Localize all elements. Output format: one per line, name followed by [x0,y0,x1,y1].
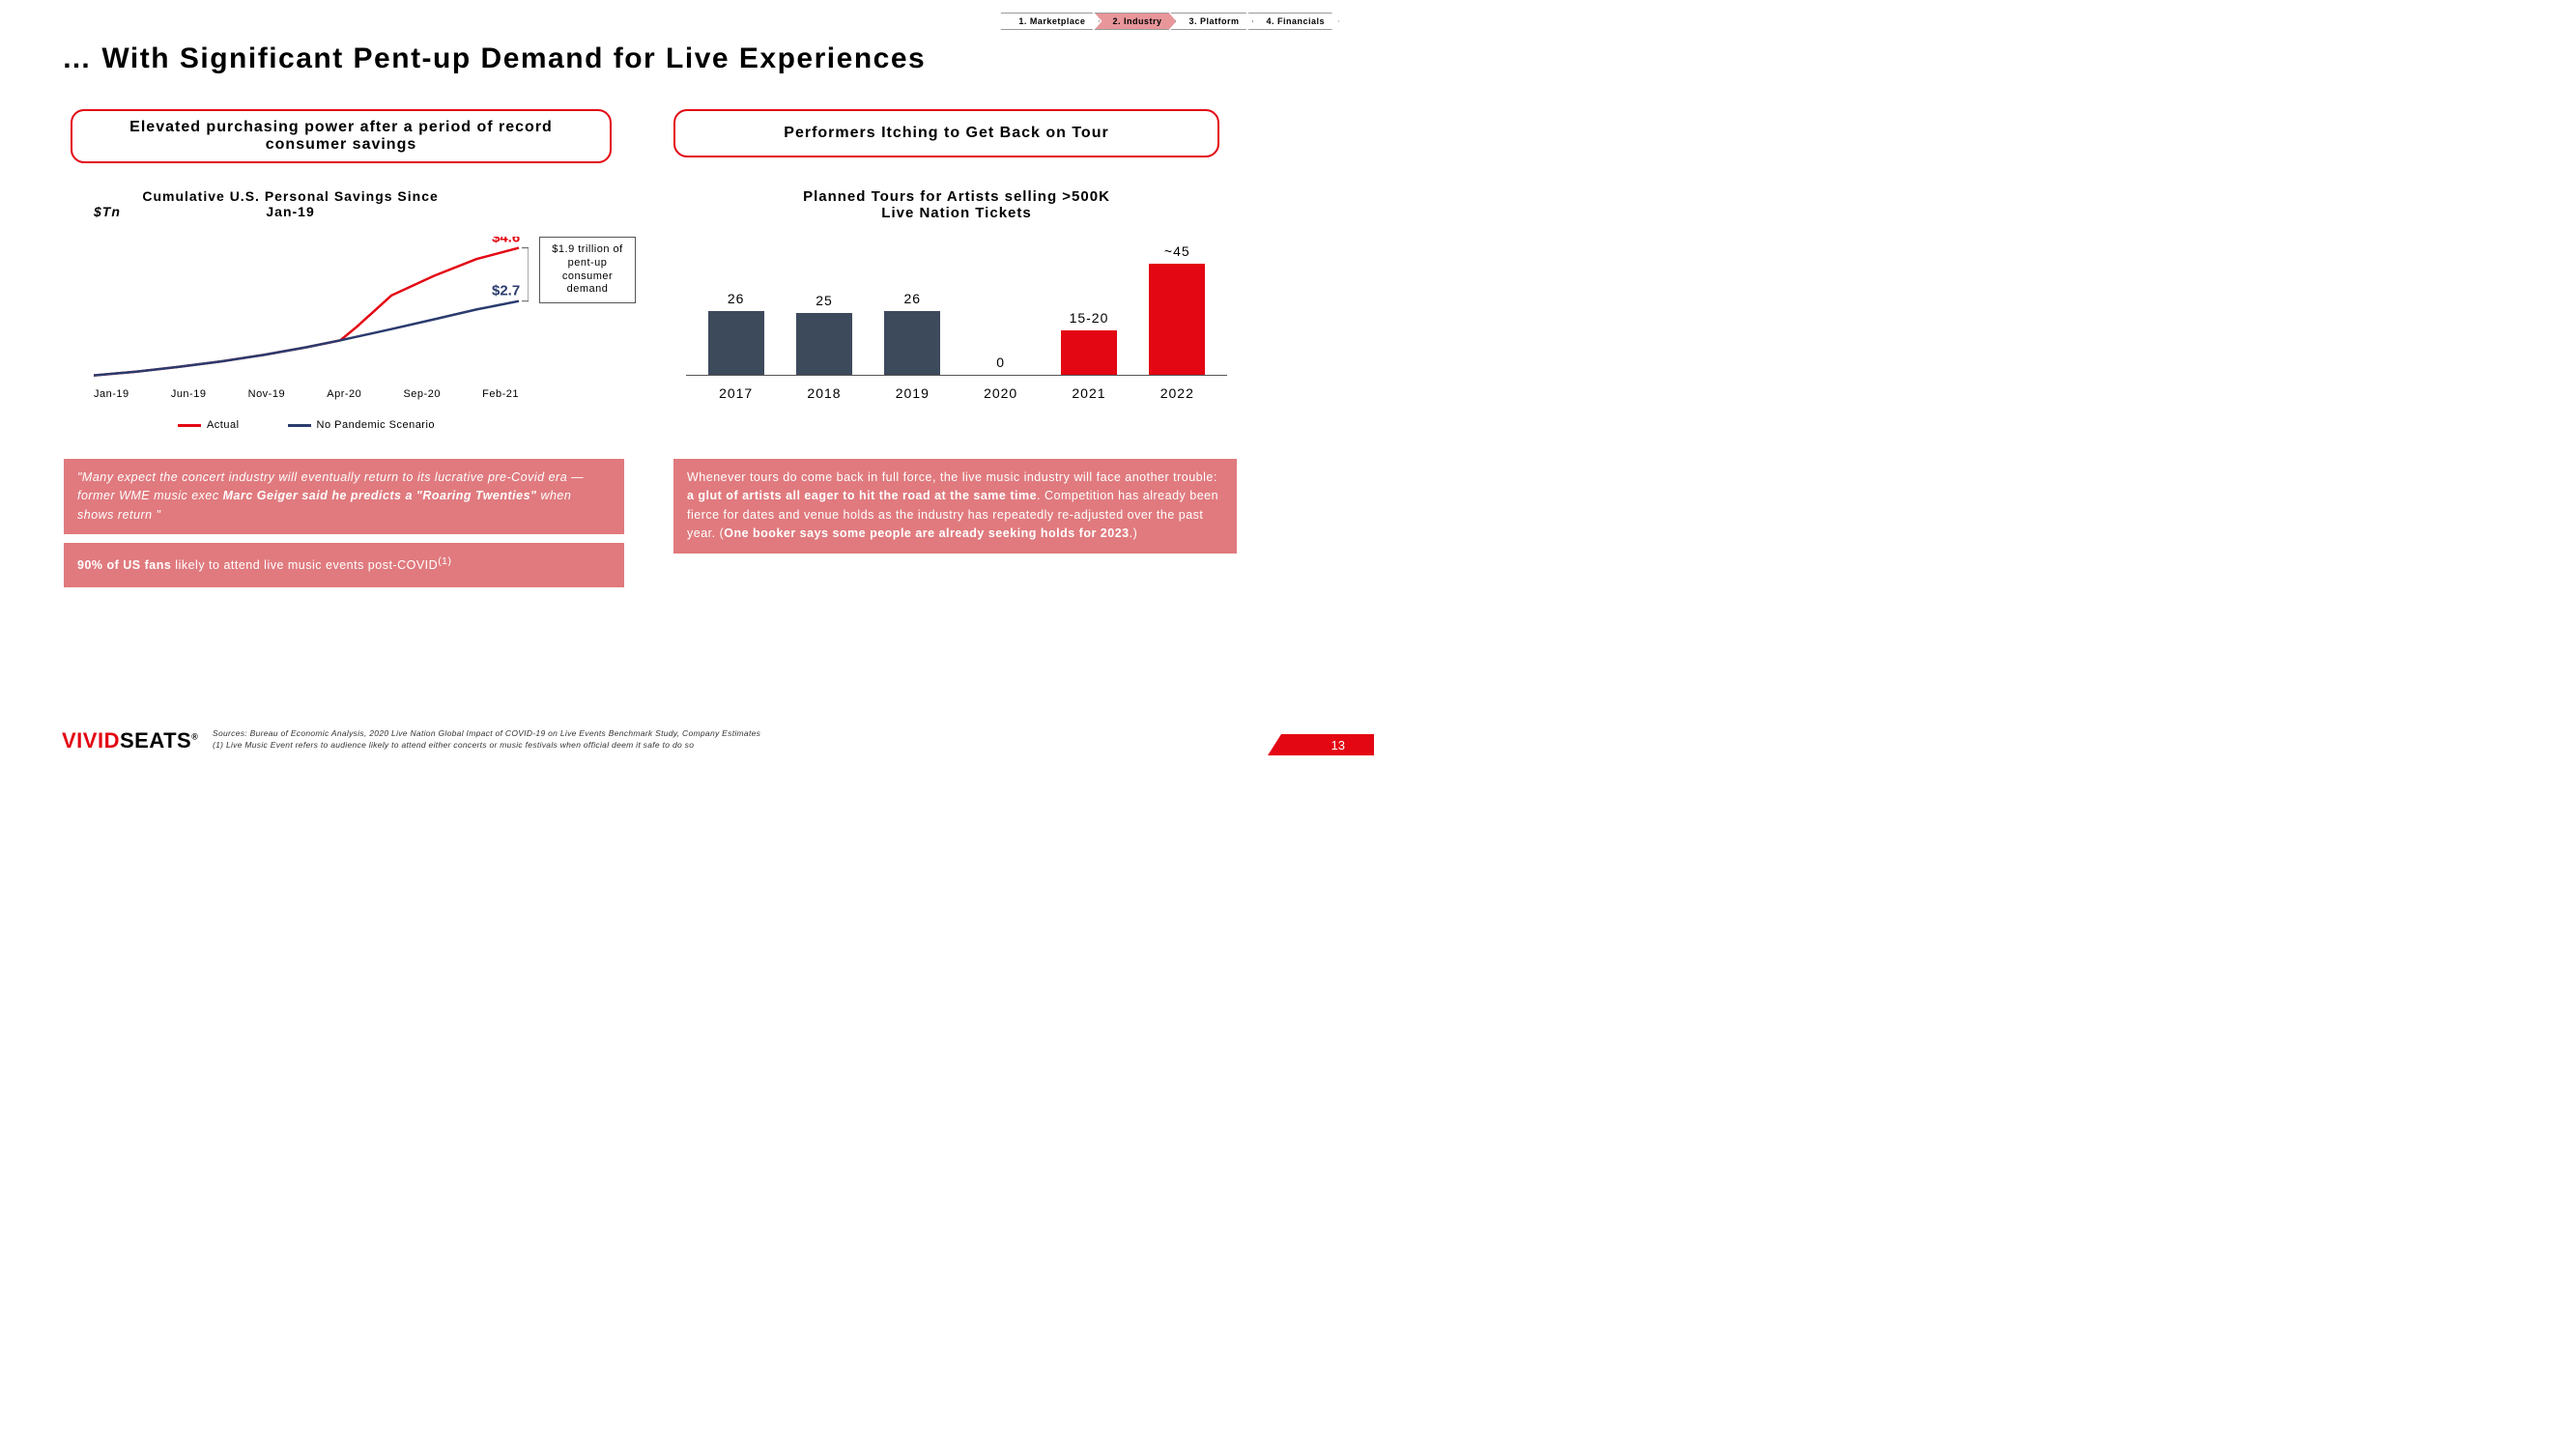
bar-2018: 25 [785,293,864,375]
svg-text:$4.6: $4.6 [492,237,520,246]
nav-tabs: 1. Marketplace2. Industry3. Platform4. F… [1006,13,1339,30]
logo: VIVIDSEATS® [62,728,198,753]
sources-line-2: (1) Live Music Event refers to audience … [213,740,760,752]
page-title: … With Significant Pent-up Demand for Li… [62,43,926,75]
bar-chart-title: Planned Tours for Artists selling >500K … [686,188,1227,221]
x-axis-ticks: Jan-19Jun-19Nov-19Apr-20Sep-20Feb-21 [94,388,519,400]
q3-bold2: One booker says some people are already … [724,526,1129,540]
bar-x-labels: 201720182019202020212022 [686,385,1227,401]
line-chart: $Tn Cumulative U.S. Personal Savings Sin… [94,188,625,431]
q2-sup: (1) [438,556,451,567]
quote-box-3: Whenever tours do come back in full forc… [673,459,1237,554]
bar-2017: 26 [697,291,776,375]
bar-2019: 26 [873,291,952,375]
chart-legend: ActualNo Pandemic Scenario [94,419,519,431]
nav-tab-2[interactable]: 3. Platform [1170,13,1253,30]
logo-suffix: ® [191,732,198,742]
page-number-flag: 13 [1268,734,1374,755]
quote-box-1: "Many expect the concert industry will e… [64,459,624,534]
logo-red: VIVID [62,728,120,753]
q2-rest: likely to attend live music events post-… [171,558,438,572]
quote-box-2: 90% of US fans likely to attend live mus… [64,543,624,587]
unit-label: $Tn [94,204,121,219]
q2-bold: 90% of US fans [77,558,171,572]
logo-black: SEATS [120,728,191,753]
bars-container: 262526015-20~45 [686,250,1227,376]
bar-chart: Planned Tours for Artists selling >500K … [686,188,1227,401]
callout-box: $1.9 trillion of pent-up consumer demand [539,237,636,303]
q3-pre: Whenever tours do come back in full forc… [687,470,1217,484]
sources-line-1: Sources: Bureau of Economic Analysis, 20… [213,728,760,740]
page-number: 13 [1331,738,1345,753]
q3-bold1: a glut of artists all eager to hit the r… [687,489,1037,502]
nav-tab-0[interactable]: 1. Marketplace [1000,13,1100,30]
bar-2022: ~45 [1137,243,1216,375]
sources-text: Sources: Bureau of Economic Analysis, 20… [213,728,760,752]
right-heading-box: Performers Itching to Get Back on Tour [673,109,1219,157]
line-chart-svg: $4.6 $2.7 [94,237,529,382]
svg-text:$2.7: $2.7 [492,283,520,299]
q3-post: .) [1130,526,1138,540]
bar-2021: 15-20 [1049,310,1129,375]
nav-tab-1[interactable]: 2. Industry [1094,13,1176,30]
bar-2020: 0 [961,355,1041,375]
q1-bold: Marc Geiger said he predicts a "Roaring … [223,489,537,502]
line-chart-title: Cumulative U.S. Personal Savings SinceJa… [142,188,438,219]
nav-tab-3[interactable]: 4. Financials [1247,13,1339,30]
left-heading-box: Elevated purchasing power after a period… [71,109,612,163]
